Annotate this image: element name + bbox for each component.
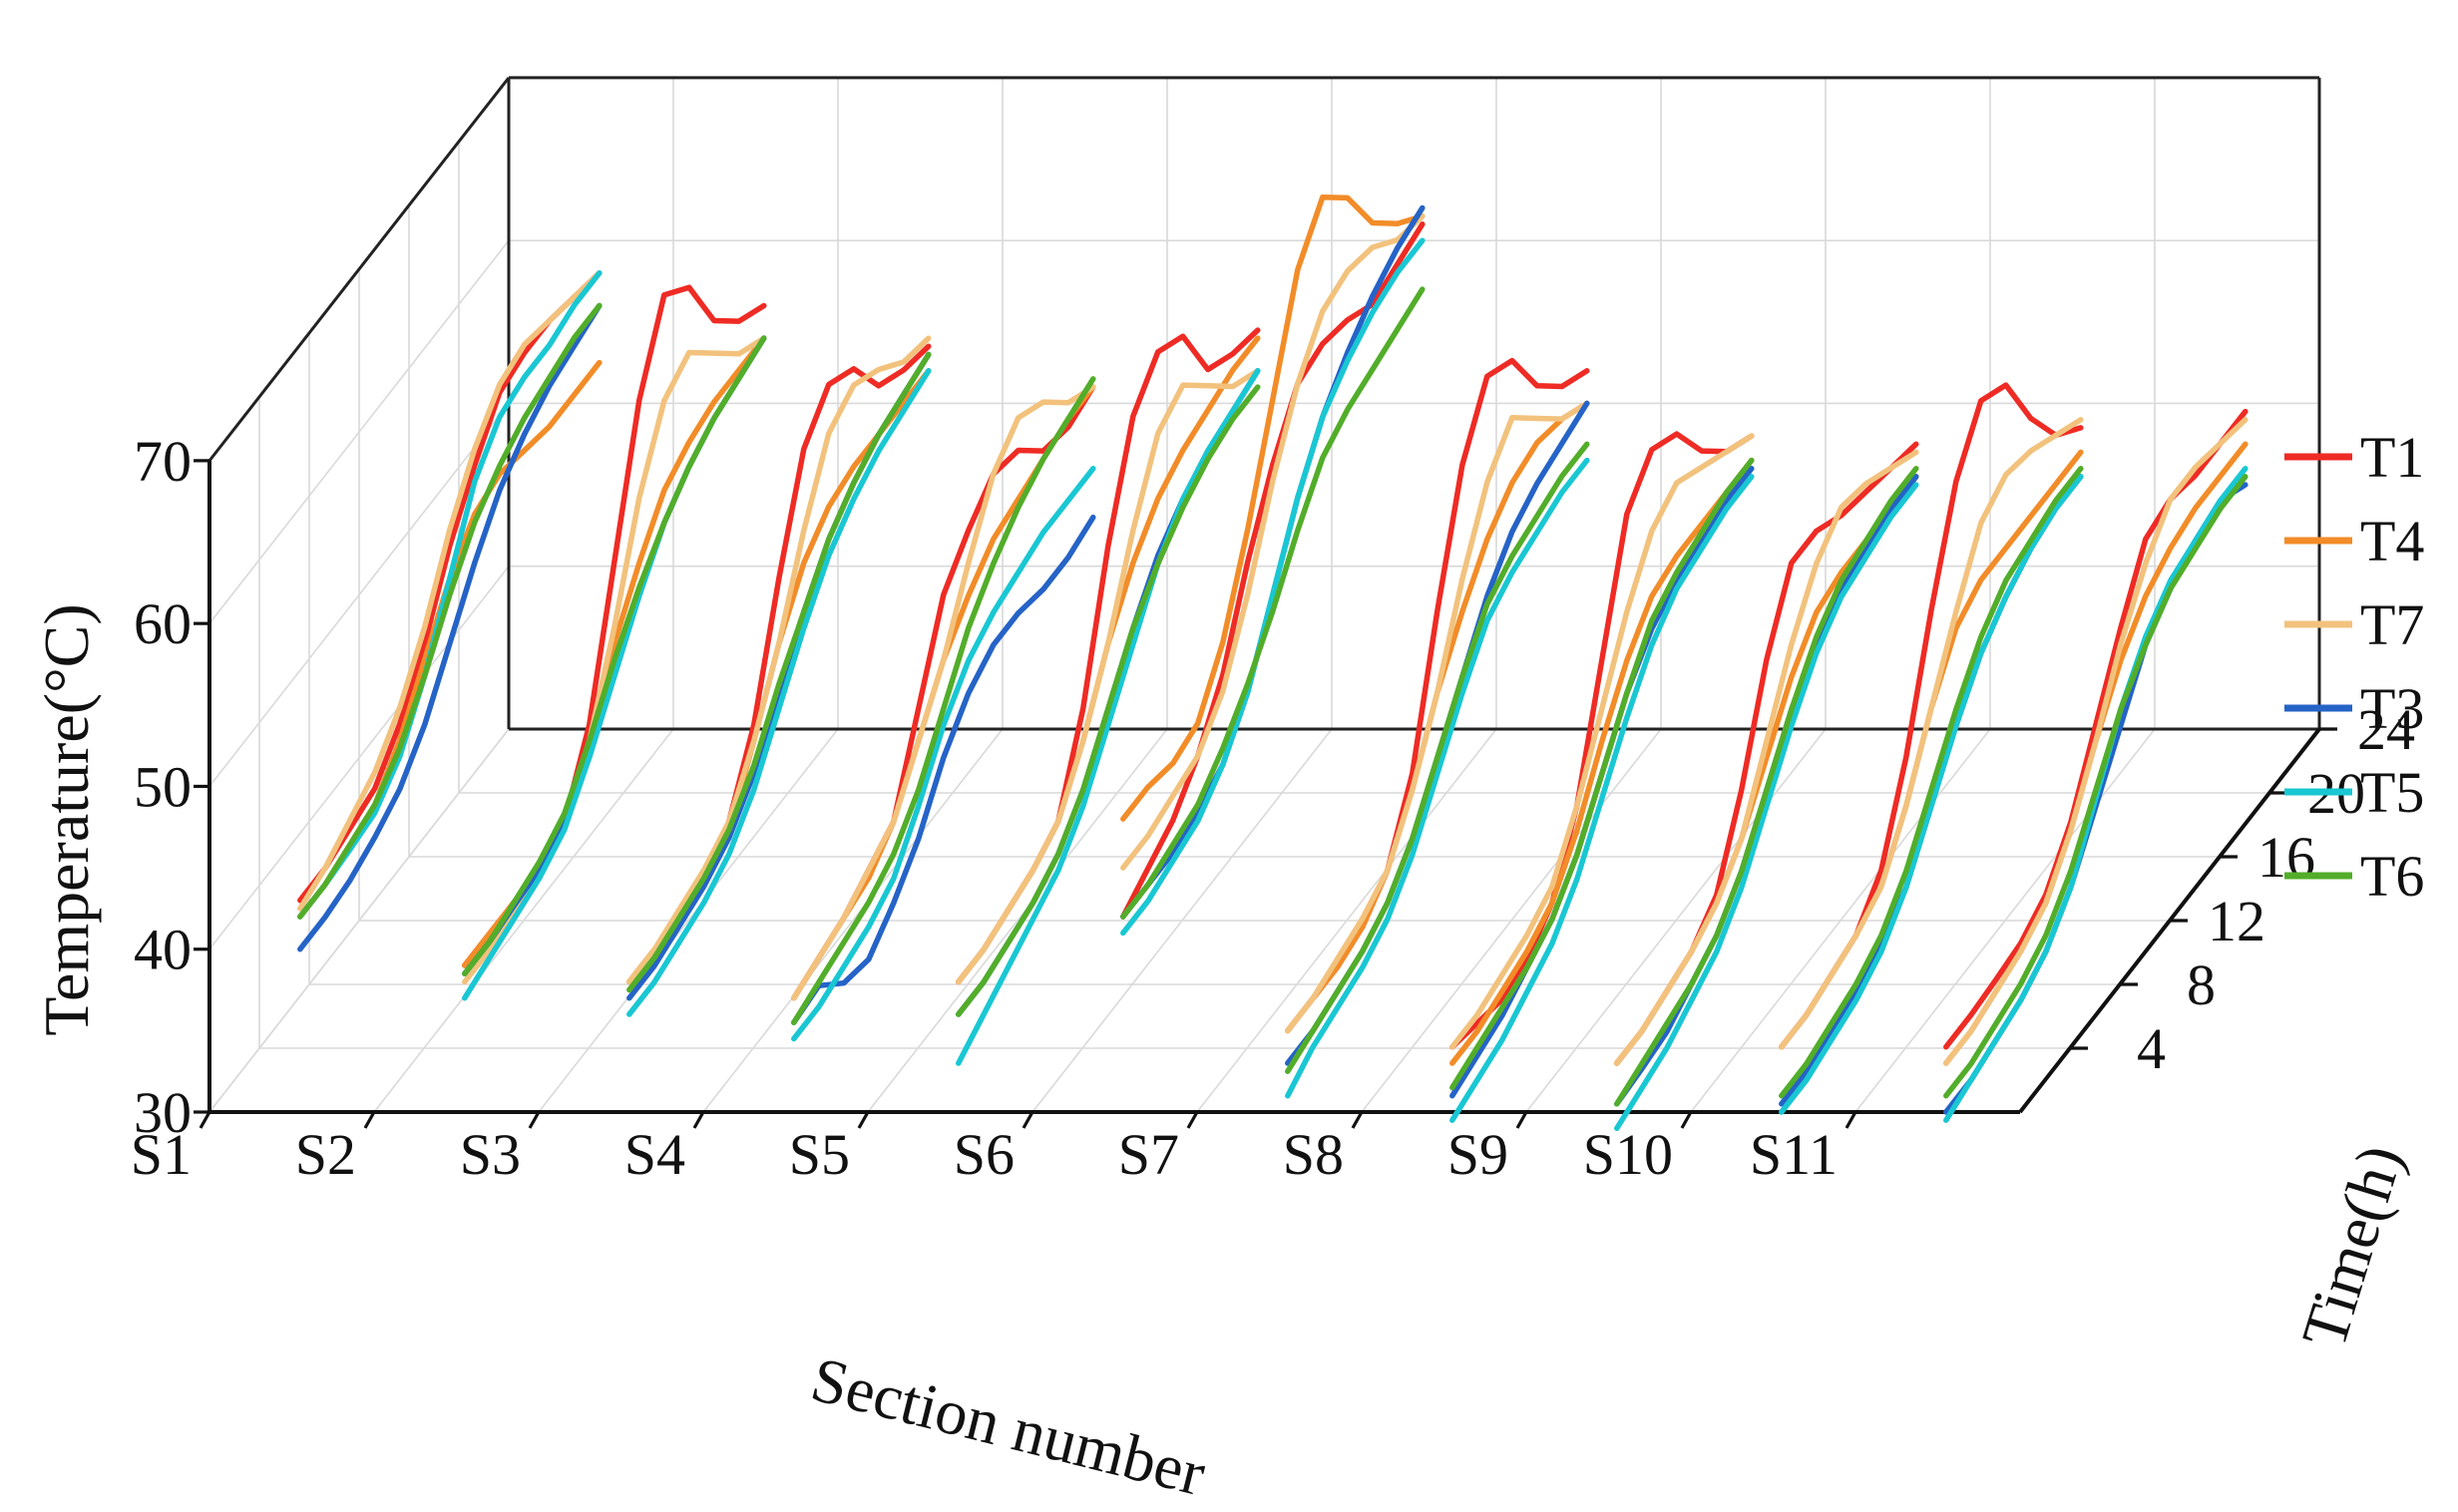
- x-tick-label: S4: [624, 1122, 685, 1187]
- series-T6-S11: [1943, 474, 2249, 1099]
- x-tick-label: S9: [1447, 1122, 1508, 1187]
- y-tick-label: 16: [2257, 825, 2315, 890]
- series-T7-S10: [1779, 417, 2084, 1050]
- series-T6-S10: [1779, 466, 2084, 1099]
- legend-label-T6: T6: [2360, 844, 2424, 909]
- y-tick-label: 12: [2208, 889, 2265, 953]
- x-tick: [1351, 1111, 1364, 1129]
- x-tick: [857, 1111, 870, 1129]
- legend-label-T3: T3: [2360, 676, 2424, 741]
- series-T6-S8: [1449, 457, 1755, 1091]
- series-T7-S7: [1285, 400, 1590, 1034]
- series-T6-S4: [791, 376, 1096, 1025]
- z-tick-label: 70: [134, 429, 192, 494]
- series-T7-S5: [956, 368, 1261, 985]
- x-tick: [363, 1111, 376, 1129]
- legend-label-T7: T7: [2360, 592, 2424, 657]
- series-T5-S9: [1614, 482, 1919, 1132]
- series-T3-S4: [791, 514, 1096, 1025]
- grid-layer: [208, 77, 2320, 1113]
- z-tick-label: 50: [134, 754, 192, 819]
- series-T5-S3: [626, 368, 932, 1017]
- axis-labels: 30 40 50 60 70 S1 S2 S3 S4 S5 S6 S7 S8 S9 S10 S11 481216…: [131, 429, 2415, 1187]
- legend-label-T4: T4: [2360, 509, 2424, 573]
- x-tick: [1515, 1111, 1528, 1129]
- legend-label-T5: T5: [2360, 760, 2424, 825]
- x-tick: [1022, 1111, 1034, 1129]
- x-tick-label: S2: [295, 1122, 356, 1187]
- series-T5-S4: [791, 466, 1096, 1042]
- series-T6-S7: [1285, 441, 1590, 1074]
- series-T5-S8: [1449, 474, 1755, 1123]
- series-T4-S6: [1120, 193, 1426, 822]
- x-tick: [528, 1111, 541, 1129]
- axis-frame: [194, 76, 2337, 1129]
- x-tick: [199, 1111, 211, 1129]
- series-T6-S6: [1120, 286, 1426, 920]
- x-tick-label: S8: [1283, 1122, 1344, 1187]
- box-edge: [207, 76, 511, 462]
- x-tick-label: S3: [460, 1122, 521, 1187]
- series-T6-S5: [956, 384, 1261, 1017]
- z-tick-label: 60: [134, 591, 192, 656]
- z-axis-title: Temperature(°C): [31, 603, 102, 1035]
- x-tick-label: S11: [1750, 1122, 1838, 1187]
- series-T7-S6: [1120, 212, 1426, 871]
- series-T7-S11: [1943, 417, 2249, 1066]
- x-tick-label: S6: [954, 1122, 1015, 1187]
- y-axis-title: Time(h): [2287, 1137, 2416, 1355]
- series-T6-S9: [1614, 466, 1919, 1107]
- z-tick-label: 30: [134, 1080, 192, 1145]
- series-T4-S8: [1449, 457, 1755, 1066]
- side-wall-gridline: [208, 239, 510, 624]
- series-T7-S4: [791, 384, 1096, 1001]
- series-T7-S8: [1449, 433, 1755, 1050]
- series-T1-S8: [1449, 431, 1755, 1050]
- x-tick: [1186, 1111, 1199, 1129]
- z-tick-label: 40: [134, 918, 192, 982]
- side-wall-gridline: [208, 402, 510, 787]
- side-wall-gridline: [208, 728, 510, 1113]
- x-tick-label: S7: [1118, 1122, 1179, 1187]
- series-T6-S2: [462, 335, 767, 976]
- y-tick-label: 24: [2357, 697, 2415, 762]
- series-T5-S10: [1779, 474, 2084, 1115]
- legend: T1 T4 T7 T3 T5 T6: [2284, 425, 2424, 909]
- series-T1-S6: [1120, 221, 1426, 920]
- x-tick: [692, 1111, 705, 1129]
- x-tick: [1844, 1111, 1857, 1129]
- series-T3-S6: [1120, 204, 1426, 920]
- legend-label-T1: T1: [2360, 425, 2424, 490]
- series-T1-S11: [1943, 408, 2249, 1050]
- x-tick-label: S1: [131, 1122, 192, 1187]
- series-T7-S9: [1614, 449, 1919, 1066]
- series-layer: [297, 193, 2249, 1132]
- series-T5-S6: [1120, 237, 1426, 937]
- y-tick-label: 8: [2187, 952, 2216, 1017]
- series-T7-S1: [297, 270, 603, 912]
- series-T5-S5: [956, 368, 1261, 1066]
- series-T6-S3: [626, 351, 932, 993]
- series-T5-S7: [1285, 457, 1590, 1099]
- side-wall-gridline: [208, 566, 510, 950]
- series-T7-S3: [626, 335, 932, 985]
- y-tick-label: 4: [2137, 1016, 2166, 1081]
- x-tick-label: S10: [1583, 1122, 1673, 1187]
- x-tick-label: S5: [789, 1122, 850, 1187]
- series-T6-S1: [297, 302, 603, 920]
- series-T3-S1: [297, 302, 603, 952]
- x-tick: [1680, 1111, 1693, 1129]
- x-axis-title: Section number: [805, 1343, 1213, 1509]
